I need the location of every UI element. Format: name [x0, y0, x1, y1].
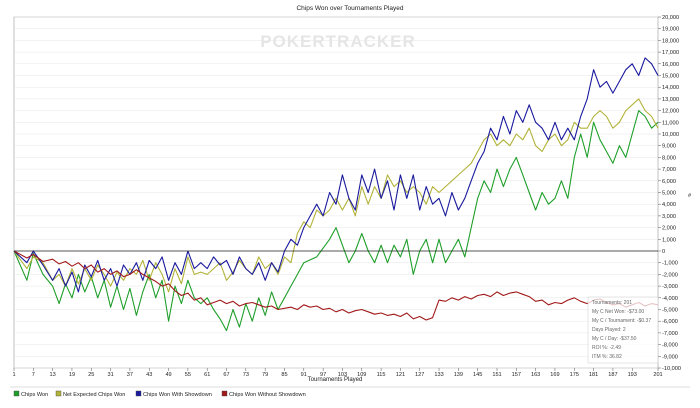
x-tick-label: 181: [589, 372, 598, 378]
stats-line: My C / Day: -$37.50: [592, 336, 637, 342]
x-tick-label: 169: [550, 372, 559, 378]
y-tick-label: 6,000: [662, 179, 676, 185]
x-tick-label: 31: [107, 372, 113, 378]
x-tick-label: 97: [320, 372, 326, 378]
x-tick-label: 43: [146, 372, 152, 378]
legend: Chips Won Net Expected Chips Won Chips Won…: [10, 386, 690, 398]
y-tick-label: -9,000: [662, 354, 678, 360]
x-tick-label: 85: [281, 372, 287, 378]
x-tick-label: 193: [628, 372, 637, 378]
x-tick-label: 109: [357, 372, 366, 378]
stats-box-background: [587, 296, 659, 364]
x-tick-label: 115: [377, 372, 386, 378]
y-axis-marker: #: [688, 193, 692, 199]
y-tick-label: 17,000: [662, 50, 679, 56]
chart-title: Chips Won over Tournaments Played: [296, 5, 403, 12]
x-tick-label: 175: [570, 372, 579, 378]
x-tick-label: 37: [127, 372, 133, 378]
y-tick-label: -7,000: [662, 331, 678, 337]
x-tick-label: 139: [454, 372, 463, 378]
y-tick-label: 18,000: [662, 38, 679, 44]
series-line-chips-won-without-showdown: [13, 250, 659, 321]
y-tick-label: -10,000: [662, 366, 681, 372]
x-tick-label: 163: [531, 372, 540, 378]
x-tick-label: 1: [12, 372, 15, 378]
x-tick-label: 73: [243, 372, 249, 378]
legend-swatch-chips-won-with-showdown: [135, 390, 142, 397]
y-tick-label: 20,000: [662, 15, 679, 21]
x-tick-label: 145: [473, 372, 482, 378]
series-line-chips-won-with-showdown: [13, 57, 659, 293]
x-tick-label: 67: [223, 372, 229, 378]
y-tick-label: 19,000: [662, 27, 679, 33]
x-axis-ticks: 1 7 13 19 25 31 37 43 49 55 61 67 73 79 85 91 97 103 109 11…: [12, 368, 663, 378]
y-tick-label: -8,000: [662, 343, 678, 349]
legend-label-chips-won-without-showdown: Chips Won Without Showdown: [229, 392, 306, 398]
y-tick-label: -6,000: [662, 319, 678, 325]
y-tick-label: 5,000: [662, 191, 676, 197]
y-tick-label: 4,000: [662, 202, 676, 208]
x-tick-label: 151: [492, 372, 501, 378]
x-tick-label: 13: [50, 372, 56, 378]
legend-swatch-chips-won-without-showdown: [221, 390, 228, 397]
y-tick-label: 14,000: [662, 85, 679, 91]
x-tick-label: 103: [338, 372, 347, 378]
x-tick-label: 157: [512, 372, 521, 378]
x-tick-label: 61: [204, 372, 210, 378]
stats-line: My C / Tournament: -$0.37: [592, 318, 651, 324]
y-tick-label: -5,000: [662, 308, 678, 314]
x-tick-label: 91: [301, 372, 307, 378]
y-tick-label: 12,000: [662, 109, 679, 115]
y-tick-label: -4,000: [662, 296, 678, 302]
stats-line: My C Net Won: -$73.00: [592, 309, 644, 315]
x-tick-label: 187: [608, 372, 617, 378]
y-tick-label: -2,000: [662, 272, 678, 278]
x-axis-title: Tournaments Played: [308, 377, 363, 383]
y-tick-label: 8,000: [662, 155, 676, 161]
y-tick-label: 11,000: [662, 120, 679, 126]
y-tick-label: -3,000: [662, 284, 678, 290]
x-tick-label: 79: [262, 372, 268, 378]
y-axis-ticks: 20,000 19,000 18,000 17,000 16,000 15,000 14,0…: [658, 15, 681, 372]
x-tick-label: 133: [434, 372, 443, 378]
y-tick-label: 1,000: [662, 237, 676, 243]
stats-line: ROI %: -2.49: [592, 345, 621, 351]
stats-line: ITM %: 36.82: [592, 354, 622, 360]
x-tick-label: 55: [185, 372, 191, 378]
legend-swatch-net-expected-chips-won: [55, 390, 62, 397]
y-tick-label: -1,000: [662, 261, 678, 267]
y-tick-label: 16,000: [662, 62, 679, 68]
legend-swatch-chips-won: [13, 390, 20, 397]
x-tick-label: 201: [653, 372, 662, 378]
legend-label-chips-won: Chips Won: [21, 392, 48, 398]
legend-label-chips-won-with-showdown: Chips Won With Showdown: [143, 392, 212, 398]
y-tick-label: 9,000: [662, 144, 676, 150]
y-tick-label: 7,000: [662, 167, 676, 173]
stats-line: Tournaments: 201: [592, 300, 632, 306]
legend-label-net-expected-chips-won: Net Expected Chips Won: [63, 392, 125, 398]
x-tick-label: 127: [415, 372, 424, 378]
x-tick-label: 7: [32, 372, 35, 378]
x-tick-label: 49: [165, 372, 171, 378]
stats-line: Days Played: 2: [592, 327, 626, 333]
series-line-chips-won: [13, 110, 659, 332]
y-tick-label: 3,000: [662, 214, 676, 220]
series-lines: [13, 57, 659, 332]
stats-box: Tournaments: 201 My C Net Won: -$73.00 My …: [587, 296, 659, 364]
y-tick-label: 2,000: [662, 226, 676, 232]
y-tick-label: 0: [662, 249, 665, 255]
y-tick-label: 15,000: [662, 74, 679, 80]
y-tick-label: 13,000: [662, 97, 679, 103]
x-tick-label: 121: [396, 372, 405, 378]
watermark-text: POKERTRACKER: [260, 32, 416, 51]
x-tick-label: 25: [88, 372, 94, 378]
x-tick-label: 19: [69, 372, 75, 378]
y-tick-label: 10,000: [662, 132, 679, 138]
